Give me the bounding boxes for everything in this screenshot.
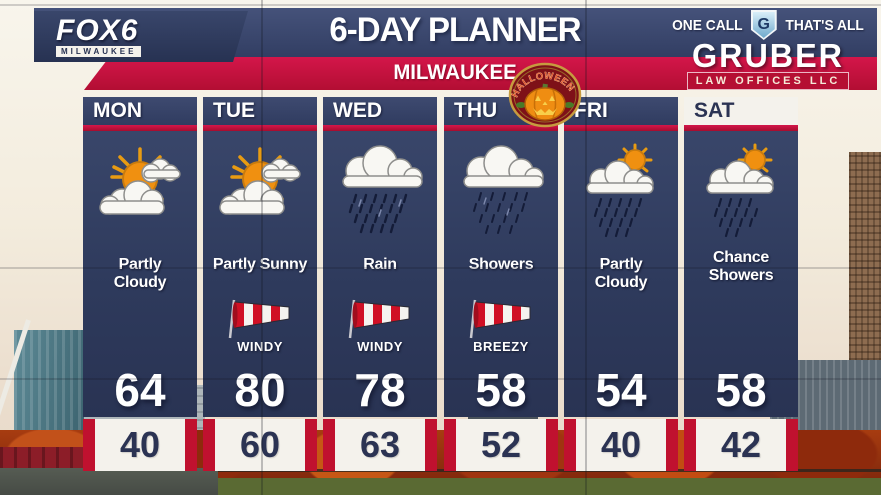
day-column-mon: MON Partly Cloudy 64 [83, 97, 197, 471]
day-header-stripe [444, 125, 558, 131]
halloween-badge: HALLOWEEN [508, 60, 582, 128]
condition-label: Partly Sunny [212, 256, 308, 273]
fox6-logo-city: MILWAUKEE [56, 45, 142, 57]
low-temp: 63 [359, 424, 401, 465]
day-header-stripe [203, 125, 317, 131]
day-label: MON [83, 97, 197, 125]
day-header-stripe [83, 125, 197, 131]
condition-label: Showers [468, 256, 534, 273]
day-label: TUE [203, 97, 317, 125]
condition-label: Chance Showers [708, 249, 774, 284]
day-column-fri: FRI [564, 97, 678, 471]
condition-label: Partly Cloudy [594, 256, 648, 291]
high-temp: 64 [114, 364, 166, 416]
windsock-icon [469, 299, 531, 339]
low-temp-box: 40 [564, 419, 678, 471]
low-temp-box: 52 [444, 419, 558, 471]
sun-behind-clouds-icon [99, 147, 181, 215]
sponsor-name: GRUBER [692, 37, 844, 74]
jack-o-lantern-icon: HALLOWEEN [508, 62, 582, 128]
low-temp: 52 [480, 424, 522, 465]
day-column-wed: WED Rain [323, 97, 437, 471]
windsock-icon [228, 299, 290, 339]
videowall-seam [585, 0, 587, 495]
low-temp: 42 [720, 424, 762, 465]
videowall-seam [0, 378, 881, 380]
sponsor-tagline: LAW OFFICES LLC [687, 73, 849, 89]
fox6-logo: FOX6 MILWAUKEE [34, 11, 248, 62]
videowall-seam [0, 267, 881, 269]
forecast-panel: Partly Cloudy 54 [564, 131, 678, 417]
day-label: WED [323, 97, 437, 125]
high-temp: 80 [234, 364, 286, 416]
grass-strip [0, 478, 881, 495]
gruber-sponsor-logo: ONE CALL G THAT'S ALL GRUBER LAW OFFICES… [661, 10, 875, 89]
day-header-stripe [564, 125, 678, 131]
g-shield-icon: G [750, 10, 777, 40]
high-temp: 78 [354, 364, 406, 416]
low-temp-box: 63 [323, 419, 437, 471]
videowall-seam [261, 0, 263, 495]
railing [0, 469, 881, 472]
day-column-sat: SAT [684, 97, 798, 471]
videowall-seam [0, 4, 881, 6]
low-temp: 40 [600, 424, 642, 465]
high-temp: 58 [475, 364, 527, 416]
day-label: FRI [564, 97, 678, 125]
g-shield-letter: G [752, 12, 775, 38]
rain-cloud-icon [342, 145, 423, 234]
forecast-panel: Showers BREEZY 58 [444, 131, 558, 417]
day-column-tue: TUE Partly Sunny [203, 97, 317, 471]
day-column-thu: THU Showers [444, 97, 558, 471]
low-temp-box: 42 [684, 419, 798, 471]
showers-cloud-icon [463, 145, 544, 234]
page-title: 6-DAY PLANNER [329, 11, 581, 49]
high-temp: 58 [715, 364, 767, 416]
sun-over-rain-cloud-icon [586, 143, 654, 238]
fox6-logo-text: FOX6 [56, 13, 139, 47]
day-label: SAT [684, 97, 798, 125]
condition-label: Rain [363, 256, 397, 273]
low-temp: 40 [119, 424, 161, 465]
sun-over-rain-cloud-icon [706, 143, 774, 238]
wind-label: WINDY [237, 339, 283, 354]
forecast-panel: Partly Cloudy 64 [83, 131, 197, 417]
wind-label: WINDY [357, 339, 403, 354]
windsock-icon [348, 299, 410, 339]
low-temp-box: 60 [203, 419, 317, 471]
sponsor-tag-right: THAT'S ALL [785, 16, 864, 34]
low-temp: 60 [239, 424, 281, 465]
forecast-panel: Partly Sunny WINDY 80 [203, 131, 317, 417]
day-header-stripe [323, 125, 437, 131]
water [0, 468, 218, 495]
sun-behind-clouds-icon [219, 147, 301, 215]
page-subtitle: MILWAUKEE [393, 61, 517, 84]
forecast-panel: Rain WINDY 78 [323, 131, 437, 417]
low-temp-box: 40 [83, 419, 197, 471]
wind-label: BREEZY [473, 339, 529, 354]
sponsor-tag-left: ONE CALL [672, 16, 743, 34]
condition-label: Partly Cloudy [113, 256, 167, 291]
day-header-stripe [684, 125, 798, 131]
high-temp: 54 [595, 364, 647, 416]
forecast-panel: Chance Showers 58 [684, 131, 798, 417]
